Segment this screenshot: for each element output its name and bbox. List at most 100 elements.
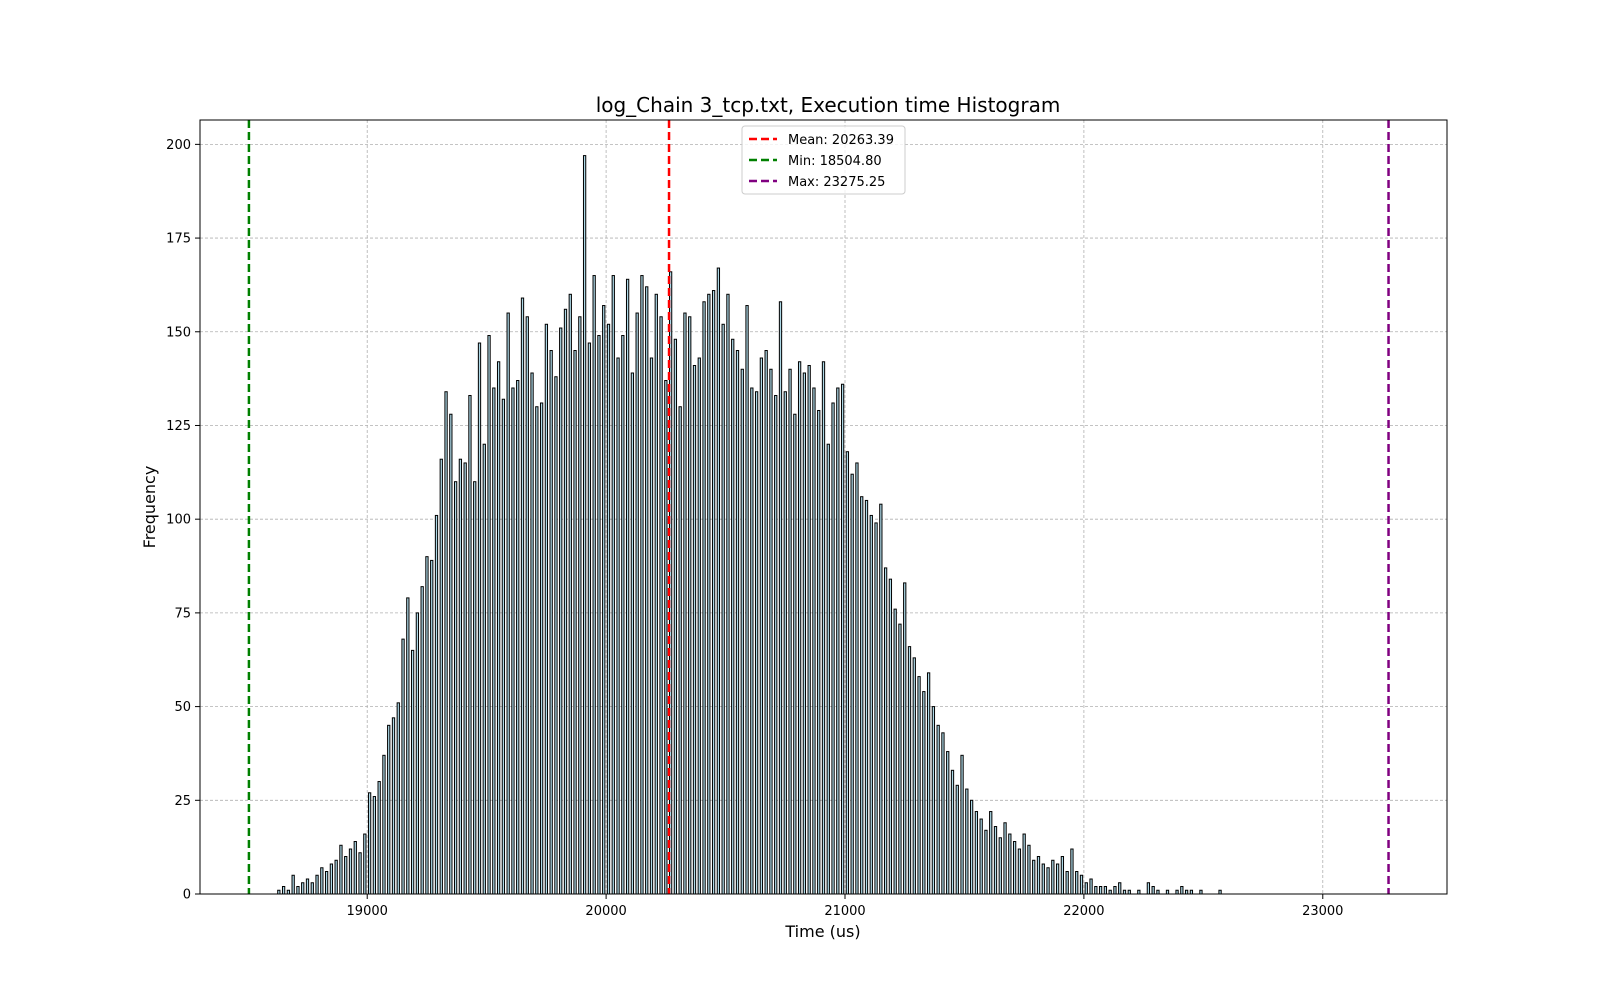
y-tick-label: 50 [174,700,191,715]
histogram-bar [468,394,472,895]
histogram-bar [1036,856,1041,895]
histogram-bar [907,646,912,895]
chart-title: log_Chain 3_tcp.txt, Execution time Hist… [596,93,1061,117]
histogram-bar [301,882,305,895]
histogram-bar [764,350,768,895]
histogram-bar [812,387,816,895]
histogram-bar [726,293,730,895]
histogram-bar [993,826,998,895]
histogram-bar [539,402,544,895]
histogram-bar [621,335,625,895]
histogram-bar [664,379,668,895]
histogram-bar [406,597,410,895]
histogram-bar [879,503,883,895]
histogram-bar [688,316,692,895]
histogram-bar [635,312,639,895]
histogram-bar [606,323,611,895]
histogram-bar [487,335,491,895]
y-axis-title: Frequency [140,466,159,549]
histogram-bar [1199,889,1203,895]
histogram-bar [802,372,807,895]
histogram-bar [917,676,921,895]
histogram-bar [281,886,286,895]
histogram-bar [769,368,773,895]
histogram-bar [654,293,658,895]
histogram-bar [1122,889,1127,895]
x-axis-title: Time (us) [784,922,860,941]
histogram-bar [597,335,601,895]
y-tick-label: 200 [166,138,191,153]
histogram-bar [1027,844,1031,895]
histogram-bar [922,691,926,895]
histogram-bar [530,372,534,895]
x-axis-ticks: 19000 20000 21000 22000 23000 [347,894,1343,919]
reference-lines [247,120,1390,894]
histogram-bar [1113,886,1117,895]
histogram-bar [697,357,701,895]
histogram-bar [582,155,587,895]
histogram-bar [1084,882,1088,895]
histogram-bar [554,376,558,895]
histogram-bar [1089,878,1093,895]
histogram-bar [678,406,682,895]
legend-entry-min: Min: 18504.80 [788,154,882,169]
x-tick-label: 20000 [585,904,626,919]
histogram-bar [912,657,916,895]
histogram-bar [1065,871,1069,895]
histogram-bar [731,338,735,895]
histogram-bar [1137,889,1141,895]
histogram-bar [568,293,572,895]
histogram-bar [750,387,754,895]
histogram-bar [1003,822,1007,895]
histogram-bar [496,361,501,895]
histogram-bar [1075,871,1079,895]
histogram-bar [458,458,463,895]
histogram-bar [492,387,496,895]
y-tick-label: 150 [166,325,191,340]
histogram-bar [353,841,357,895]
histogram-bar [869,514,873,895]
histogram-bar [563,308,568,895]
histogram-bar [683,312,687,895]
histogram-bar [535,406,539,895]
legend-box [741,125,906,195]
histogram-bar [936,724,940,895]
x-tick-label: 21000 [824,904,865,919]
histogram-bar [1079,874,1084,895]
histogram-bar [1046,867,1050,895]
histogram-bar [716,267,721,895]
histogram-bar [659,316,663,895]
y-tick-label: 75 [174,606,191,621]
histogram-bar [821,361,826,895]
histogram-bar [277,889,281,895]
histogram-bar [1165,889,1170,895]
histogram-bar [807,365,811,895]
histogram-bar [793,413,797,895]
histogram-bar [602,305,606,895]
histogram-bar [931,706,936,895]
histogram-bar [1180,886,1184,895]
histogram-bar [1103,886,1108,895]
histogram-bar [888,578,893,895]
histogram-bar [860,496,864,895]
x-tick-label: 23000 [1302,904,1343,919]
histogram-bar [344,856,348,895]
y-tick-label: 100 [166,513,191,528]
histogram-bars [277,155,1222,895]
histogram-bar [692,365,697,895]
histogram-bar [1060,856,1065,895]
plot-area: 19000 20000 21000 22000 23000 0 25 50 75 100 125 1… [166,119,1448,919]
histogram-bar [984,829,988,895]
histogram-bar [759,357,764,895]
histogram-bar [382,754,386,895]
histogram-bar [711,290,716,895]
histogram-bar [778,301,783,895]
histogram-bar [950,769,955,895]
histogram-bar [1032,859,1036,895]
histogram-bar [1127,889,1131,895]
histogram-bar [592,275,596,895]
legend-entry-max: Max: 23275.25 [788,175,885,190]
histogram-bar [296,886,300,895]
histogram-bar [367,792,372,895]
